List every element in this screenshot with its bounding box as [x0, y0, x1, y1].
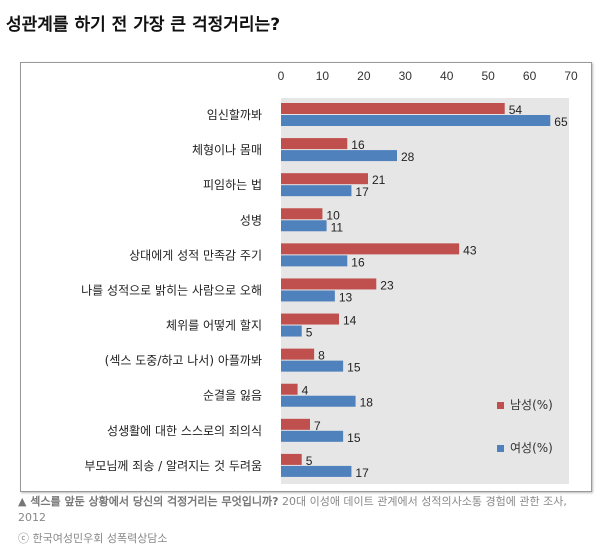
caption: ▲ 섹스를 앞둔 상황에서 당신의 걱정거리는 무엇입니까? 20대 이성애 데… — [18, 494, 598, 526]
category-label: 피임하는 법 — [203, 178, 262, 192]
category-label: (섹스 도중/하고 나서) 아플까봐 — [105, 354, 262, 368]
data-label: 17 — [355, 466, 369, 480]
data-label: 65 — [554, 115, 568, 129]
data-label: 7 — [314, 419, 321, 433]
bar-male — [281, 138, 348, 150]
bar-female — [281, 255, 348, 267]
category-label: 순결을 잃음 — [203, 389, 262, 403]
data-label: 17 — [355, 185, 369, 199]
data-label: 11 — [331, 220, 344, 234]
category-label: 나를 성적으로 밝히는 사람으로 오해 — [81, 283, 262, 297]
bar-female — [281, 430, 344, 442]
x-tick-label: 0 — [278, 69, 285, 83]
category-label: 체위를 어떻게 할지 — [166, 319, 262, 333]
category-label: 성생활에 대한 스스로의 죄의식 — [107, 424, 262, 438]
legend-swatch — [497, 402, 504, 409]
category-label: 임신할까봐 — [207, 108, 262, 122]
x-tick-label: 50 — [481, 69, 495, 83]
page-title: 성관계를 하기 전 가장 큰 걱정거리는? — [6, 15, 281, 35]
data-label: 15 — [347, 361, 361, 375]
data-label: 16 — [351, 138, 365, 152]
data-label: 43 — [463, 243, 477, 257]
data-label: 18 — [360, 396, 374, 410]
x-tick-label: 30 — [399, 69, 413, 83]
data-label: 8 — [318, 349, 325, 363]
legend-swatch — [497, 445, 504, 452]
data-label: 14 — [343, 314, 357, 328]
copyright: ⓒ 한국여성민우회 성폭력상담소 — [18, 532, 168, 545]
data-label: 10 — [326, 208, 340, 222]
category-label: 체형이나 몸매 — [192, 143, 262, 157]
bar-male — [281, 313, 339, 325]
bar-female — [281, 220, 327, 232]
bar-female — [281, 465, 352, 477]
x-tick-label: 60 — [523, 69, 537, 83]
data-label: 15 — [347, 431, 361, 445]
category-label: 성병 — [240, 213, 262, 227]
bar-male — [281, 278, 377, 290]
bar-male — [281, 103, 505, 114]
bar-male — [281, 348, 315, 360]
x-tick-label: 20 — [357, 69, 371, 83]
bar-male — [281, 208, 323, 220]
data-label: 23 — [380, 278, 394, 292]
data-label: 5 — [306, 454, 313, 468]
bar-male — [281, 383, 298, 395]
legend-label: 여성(%) — [510, 441, 553, 455]
bar-female — [281, 290, 335, 302]
bar-female — [281, 395, 356, 407]
bar-male — [281, 418, 310, 430]
bar-female — [281, 360, 344, 372]
data-label: 16 — [351, 255, 365, 269]
caption-question: ▲ 섹스를 앞둔 상황에서 당신의 걱정거리는 무엇입니까? — [18, 495, 279, 508]
data-label: 28 — [401, 150, 415, 164]
x-tick-label: 10 — [316, 69, 330, 83]
bar-female — [281, 150, 397, 162]
bar-female — [281, 185, 352, 197]
bar-male — [281, 453, 302, 465]
bar-male — [281, 243, 460, 255]
category-label: 상대에게 성적 만족감 주기 — [129, 248, 262, 262]
data-label: 21 — [372, 173, 386, 187]
data-label: 4 — [302, 384, 309, 398]
bar-female — [281, 325, 302, 337]
x-tick-label: 70 — [564, 69, 578, 83]
data-label: 5 — [306, 326, 313, 340]
data-label: 54 — [509, 103, 523, 117]
data-label: 13 — [339, 290, 353, 304]
bar-male — [281, 173, 368, 185]
x-tick-label: 40 — [440, 69, 454, 83]
legend-label: 남성(%) — [510, 398, 553, 412]
caption-source: 20대 이성애 데이트 관계에서 성적의사소통 경험에 관한 조사, 2012 — [18, 495, 567, 524]
bar-female — [281, 115, 551, 126]
category-label: 부모님께 죄송 / 알려지는 것 두려움 — [84, 459, 262, 473]
